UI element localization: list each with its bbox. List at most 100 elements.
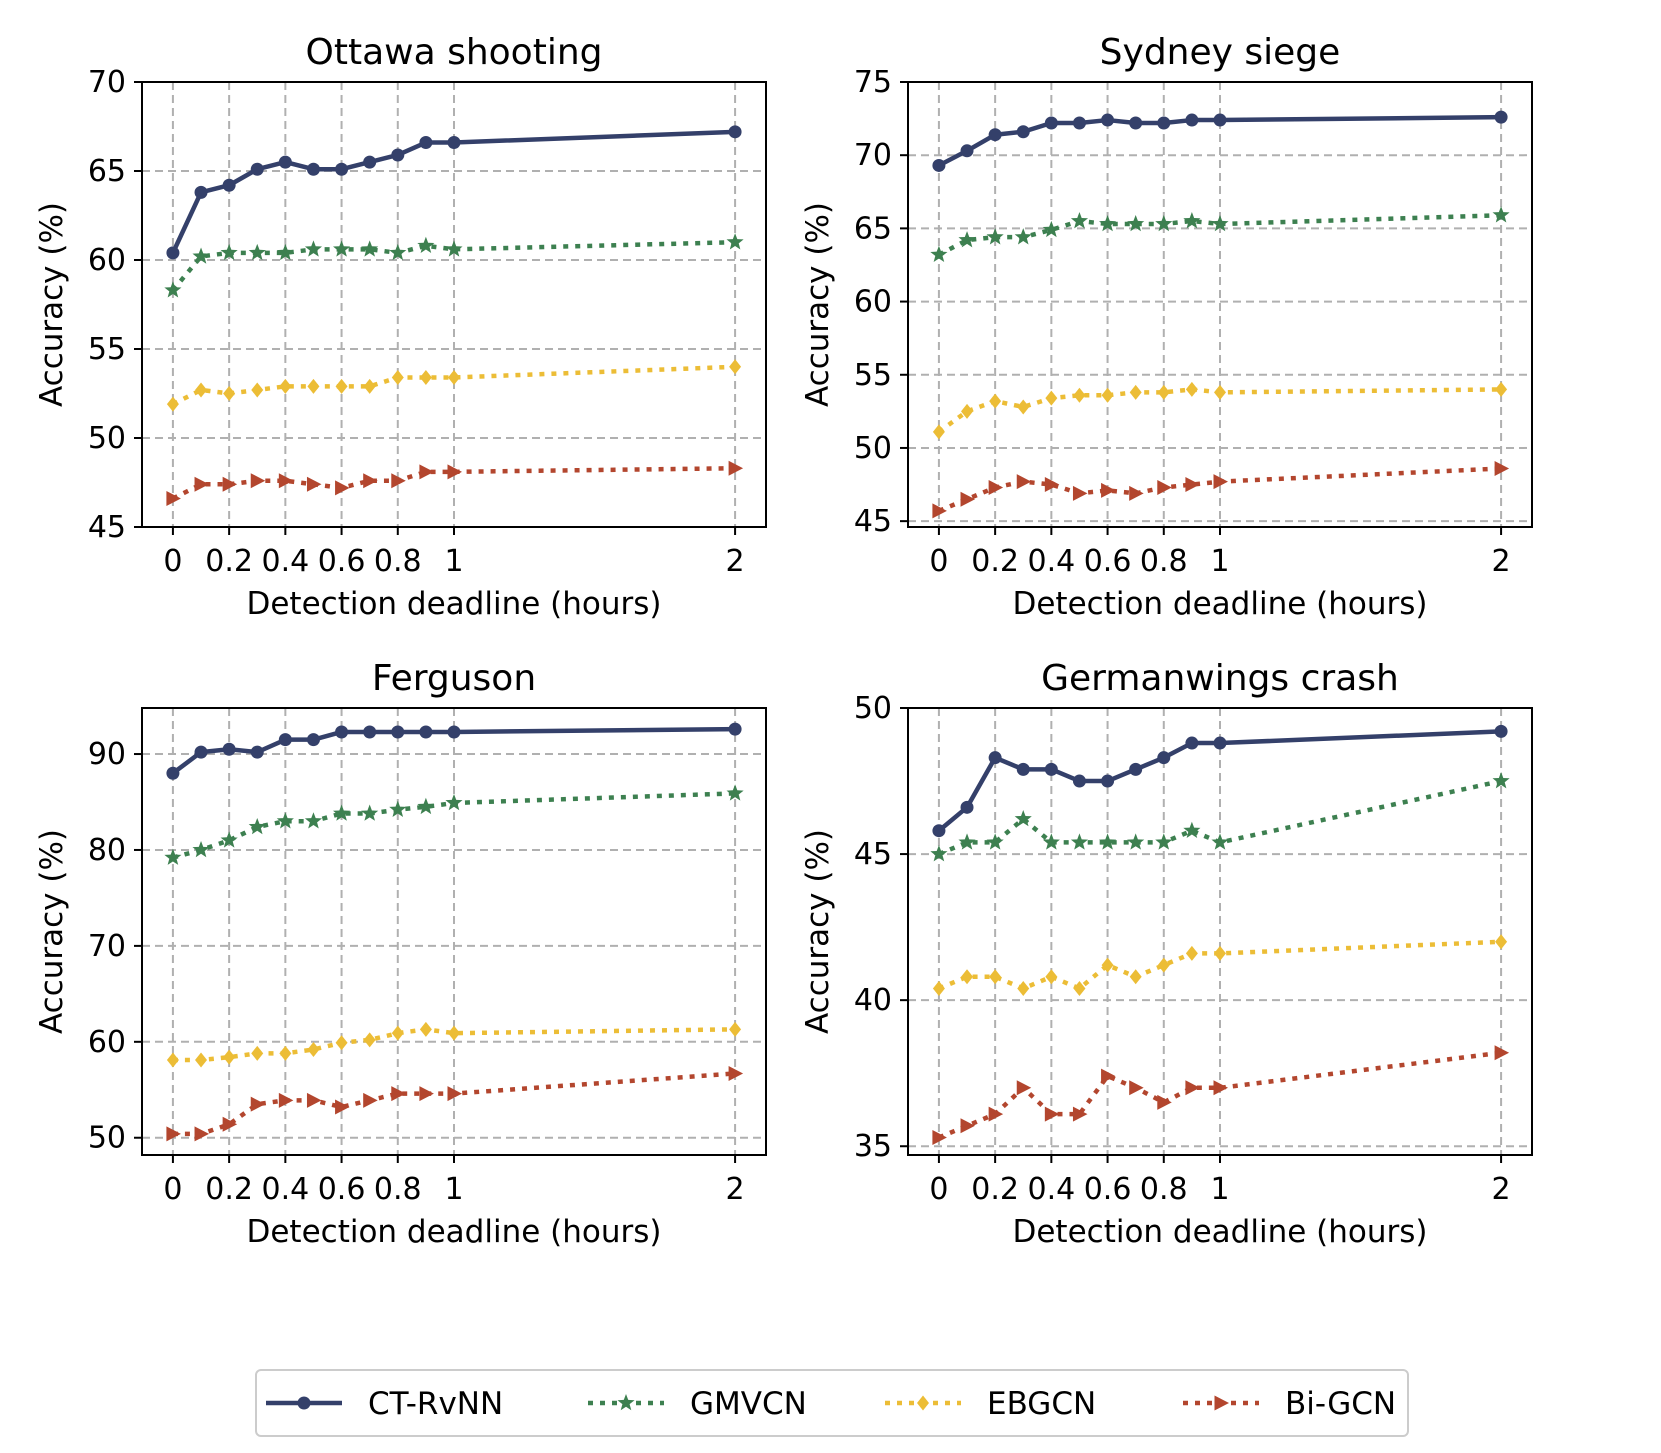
data-point: [989, 969, 1002, 985]
data-point: [1129, 969, 1142, 985]
data-point: [361, 804, 379, 821]
data-point: [279, 378, 292, 394]
data-point: [1185, 1080, 1200, 1096]
y-tick-label: 65: [88, 154, 126, 189]
data-point: [333, 240, 351, 257]
data-point: [1016, 1080, 1032, 1096]
data-point: [335, 378, 348, 394]
y-tick-label: 70: [854, 138, 892, 173]
data-point: [1070, 833, 1089, 850]
data-point: [192, 247, 210, 264]
y-tick-label: 45: [88, 510, 126, 545]
data-point: [930, 845, 948, 862]
y-tick-label: 55: [854, 358, 892, 393]
x-tick-label: 0.6: [318, 544, 366, 579]
data-point: [363, 1092, 378, 1108]
data-point: [166, 491, 181, 507]
y-tick-label: 70: [88, 929, 126, 964]
x-axis-label: Detection deadline (hours): [246, 586, 661, 622]
series-ct-rvnn: [932, 110, 1508, 172]
legend-marker: [1214, 1395, 1229, 1411]
y-tick-label: 60: [88, 243, 126, 278]
x-tick-label: 0: [929, 544, 948, 579]
data-point: [1017, 980, 1030, 996]
data-point: [391, 369, 404, 385]
data-point: [306, 733, 320, 747]
grid: [142, 708, 766, 1155]
data-point: [1044, 116, 1058, 130]
data-point: [194, 1126, 210, 1142]
x-tick-label: 1: [1210, 544, 1229, 579]
data-point: [960, 144, 974, 158]
data-point: [194, 745, 208, 759]
data-point: [250, 745, 264, 759]
data-point: [1157, 957, 1170, 973]
x-axis-label: Detection deadline (hours): [1012, 1214, 1427, 1250]
data-point: [1494, 1045, 1510, 1061]
data-point: [1099, 833, 1117, 850]
data-point: [932, 824, 946, 838]
data-point: [1157, 384, 1170, 400]
legend-item-ct-rvnn: CT-RvNN: [266, 1386, 503, 1422]
data-point: [389, 243, 407, 261]
data-point: [986, 833, 1004, 850]
data-point: [1129, 1080, 1144, 1096]
legend-item-ebgcn: EBGCN: [885, 1386, 1096, 1422]
data-point: [195, 382, 208, 398]
y-axis-label: Accuracy (%): [800, 829, 836, 1034]
data-point: [278, 155, 292, 169]
data-point: [1042, 220, 1060, 238]
legend-frame: [255, 1369, 1409, 1437]
legend-label: GMVCN: [690, 1386, 807, 1422]
x-tick-label: 0.6: [318, 1172, 366, 1207]
data-point: [1014, 228, 1032, 245]
x-tick-label: 0.8: [374, 1172, 422, 1207]
data-point: [335, 1099, 350, 1115]
series-gmvcn: [164, 233, 744, 298]
data-point: [363, 725, 377, 739]
data-point: [726, 233, 744, 250]
data-point: [251, 382, 264, 398]
legend-item-gmvcn: GMVCN: [588, 1386, 807, 1422]
x-tick-label: 2: [726, 544, 745, 579]
x-tick-label: 0.4: [261, 1172, 309, 1207]
data-point: [194, 476, 210, 492]
y-tick-label: 50: [854, 431, 892, 466]
x-tick-label: 1: [444, 544, 463, 579]
data-point: [1213, 113, 1227, 127]
series-gmvcn: [164, 784, 744, 865]
data-point: [363, 473, 378, 489]
x-tick-label: 0.8: [1140, 1172, 1188, 1207]
legend-label: Bi-GCN: [1285, 1386, 1396, 1422]
x-tick-label: 0.2: [971, 544, 1019, 579]
data-point: [932, 158, 946, 172]
y-axis-label: Accuracy (%): [34, 829, 70, 1034]
data-point: [1129, 762, 1143, 776]
data-point: [1099, 214, 1117, 232]
series-line-bi-gcn: [171, 466, 736, 501]
data-point: [166, 1052, 179, 1068]
data-point: [988, 479, 1004, 495]
series-ct-rvnn: [166, 125, 742, 260]
panel-ottawa-shooting: 0 0.2 0.4 0.6 0.8 1 2 45 50 55 60 65 70 Ottawa shooti…: [34, 32, 767, 622]
data-point: [932, 980, 945, 996]
data-point: [220, 831, 238, 848]
series-bi-gcn: [932, 1045, 1510, 1145]
data-point: [1042, 833, 1060, 850]
data-point: [445, 240, 463, 257]
data-point: [1183, 821, 1201, 838]
data-point: [1101, 113, 1115, 127]
data-point: [1213, 1080, 1228, 1096]
y-tick-label: 35: [854, 1129, 892, 1164]
x-axis-label: Detection deadline (hours): [1012, 586, 1427, 622]
data-point: [1211, 833, 1229, 850]
data-point: [930, 245, 948, 263]
data-point: [728, 460, 744, 476]
grid: [908, 81, 1532, 527]
chart-title: Sydney siege: [1100, 32, 1341, 73]
chart-title: Ottawa shooting: [306, 32, 603, 73]
data-point: [726, 784, 744, 801]
data-point: [1185, 736, 1199, 750]
data-point: [1072, 774, 1086, 788]
